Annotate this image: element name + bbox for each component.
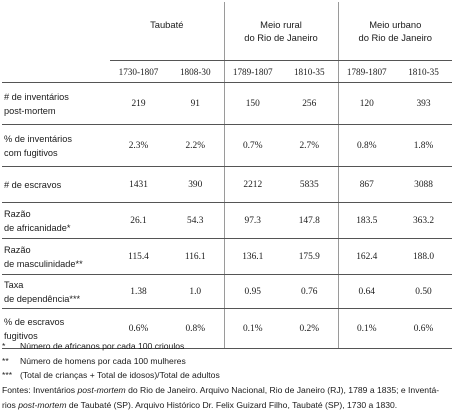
table-cell: 26.1 (110, 202, 167, 239)
table-cell: 116.1 (167, 238, 224, 275)
row-label-header-blank (2, 60, 110, 83)
row-label: # de escravos (2, 166, 110, 203)
table-cell: 0.50 (395, 274, 452, 309)
footnote-line: * Número de africanos por cada 100 crioul… (2, 339, 454, 354)
statistics-table-page: Taubaté Meio rural do Rio de Janeiro Mei… (2, 2, 454, 410)
table-cell: 183.5 (337, 202, 395, 239)
row-label: % de escravos fugitivos (2, 308, 110, 349)
table-cell: 175.9 (281, 238, 338, 275)
sources-text: do Rio de Janeiro. Arquivo Nacional, Rio… (125, 385, 440, 396)
table-cell: 0.1% (223, 308, 281, 349)
table-cell: 162.4 (337, 238, 395, 275)
table-cell: 0.1% (337, 308, 395, 349)
table-cell: 363.2 (395, 202, 452, 239)
sources-text: rios (2, 399, 19, 410)
year-header: 1810-35 (395, 60, 452, 83)
table-cell: 188.0 (395, 238, 452, 275)
table-cell: 0.2% (281, 308, 338, 349)
footnotes: * Número de africanos por cada 100 crioul… (2, 339, 454, 413)
table-cell: 0.6% (395, 308, 452, 349)
table-cell: 54.3 (167, 202, 224, 239)
table-cell: 0.7% (223, 124, 281, 167)
slave-statistics-table: Taubaté Meio rural do Rio de Janeiro Mei… (2, 2, 452, 349)
table-cell: 256 (281, 82, 338, 125)
table-row: % de escravos fugitivos 0.6% 0.8% 0.1% 0.2% 0… (2, 308, 452, 349)
table-cell: 150 (223, 82, 281, 125)
table-row: Taxa de dependência*** 1.38 1.0 0.95 0.76 0.6… (2, 274, 452, 309)
sources-line-1: Fontes: Inventários post-mortem do Rio d… (2, 383, 454, 398)
table-cell: 1.0 (167, 274, 224, 309)
year-header: 1730-1807 (110, 60, 167, 83)
row-label: % de inventários com fugitivos (2, 124, 110, 167)
sources-text: Fontes: Inventários (2, 385, 78, 396)
footnote-text: (Total de crianças + Total de idosos)/To… (20, 370, 220, 381)
table-cell: 0.76 (281, 274, 338, 309)
table-cell: 0.8% (167, 308, 224, 349)
footnote-mark: ** (2, 355, 9, 366)
sources-emphasis: post-mortem (77, 385, 126, 396)
table-cell: 91 (167, 82, 224, 125)
table-row: % de inventários com fugitivos 2.3% 2.2% 0.… (2, 124, 452, 167)
group-header-taubate: Taubaté (110, 2, 224, 61)
table-cell: 0.8% (337, 124, 395, 167)
table-cell: 867 (337, 166, 395, 203)
year-header-row: 1730-1807 1808-30 1789-1807 1810-35 1789… (2, 60, 452, 83)
table-cell: 1.8% (395, 124, 452, 167)
table-cell: 2212 (223, 166, 281, 203)
table-cell: 0.64 (337, 274, 395, 309)
year-header: 1789-1807 (337, 60, 395, 83)
table-cell: 2.7% (281, 124, 338, 167)
table-cell: 219 (110, 82, 167, 125)
table-cell: 147.8 (281, 202, 338, 239)
table-cell: 0.95 (223, 274, 281, 309)
table-row: # de inventários post-mortem 219 91 150 256 1… (2, 82, 452, 125)
row-label: Razão de africanidade* (2, 202, 110, 239)
table-cell: 2.2% (167, 124, 224, 167)
table-cell: 115.4 (110, 238, 167, 275)
footnote-line: *** (Total de crianças + Total de idosos)… (2, 368, 454, 383)
row-label: Taxa de dependência*** (2, 274, 110, 309)
year-header: 1808-30 (167, 60, 224, 83)
row-label: # de inventários post-mortem (2, 82, 110, 125)
footnote-mark: *** (2, 370, 13, 381)
group-header-rural-rio: Meio rural do Rio de Janeiro (223, 2, 338, 61)
footnote-text: Número de homens por cada 100 mulheres (20, 355, 186, 366)
sources-emphasis: post-mortem (18, 399, 67, 410)
table-cell: 97.3 (223, 202, 281, 239)
footnote-mark: * (2, 341, 6, 351)
table-cell: 5835 (281, 166, 338, 203)
table-row: Razão de africanidade* 26.1 54.3 97.3 147.8 1… (2, 202, 452, 239)
table-cell: 390 (167, 166, 224, 203)
table-cell: 1431 (110, 166, 167, 203)
sources-text: de Taubaté (SP). Arquivo Histórico Dr. F… (66, 399, 398, 410)
year-header: 1789-1807 (223, 60, 281, 83)
table-cell: 0.6% (110, 308, 167, 349)
table-row: Razão de masculinidade** 115.4 116.1 136.1 1… (2, 238, 452, 275)
table-cell: 3088 (395, 166, 452, 203)
footnote-text: Número de africanos por cada 100 crioulo… (20, 341, 185, 351)
table-body: # de inventários post-mortem 219 91 150 256 1… (2, 82, 452, 349)
group-header-urban-rio: Meio urbano do Rio de Janeiro (337, 2, 452, 61)
table-cell: 136.1 (223, 238, 281, 275)
group-header-row: Taubaté Meio rural do Rio de Janeiro Mei… (2, 2, 452, 61)
table-cell: 393 (395, 82, 452, 125)
table-row: # de escravos 1431 390 2212 5835 867 3088 (2, 166, 452, 203)
table-cell: 120 (337, 82, 395, 125)
footnote-line: ** Número de homens por cada 100 mulheres (2, 354, 454, 369)
row-label-header (2, 2, 110, 61)
table-cell: 1.38 (110, 274, 167, 309)
table-cell: 2.3% (110, 124, 167, 167)
year-header: 1810-35 (281, 60, 338, 83)
sources-line-2: rios post-mortem de Taubaté (SP). Arquiv… (2, 398, 454, 413)
row-label: Razão de masculinidade** (2, 238, 110, 275)
